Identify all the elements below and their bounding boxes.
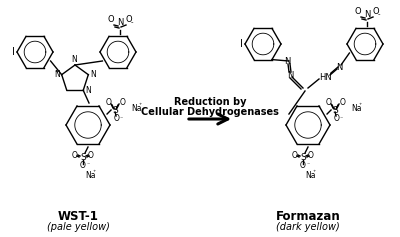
Text: ⁺: ⁺ [359, 102, 362, 108]
Text: Formazan: Formazan [276, 210, 340, 223]
Text: Na: Na [305, 170, 316, 179]
Text: I: I [240, 39, 243, 49]
Text: N: N [85, 86, 91, 95]
Text: (pale yellow): (pale yellow) [46, 222, 110, 232]
Text: N: N [71, 55, 77, 64]
Text: O: O [120, 97, 126, 106]
Text: HN: HN [319, 73, 331, 82]
Text: ⁺: ⁺ [139, 102, 142, 108]
Text: O: O [326, 97, 332, 106]
Text: WST-1: WST-1 [58, 210, 98, 223]
Text: N: N [284, 56, 290, 65]
Text: O: O [88, 150, 94, 160]
Text: ⁻: ⁻ [120, 118, 123, 123]
Text: -: - [131, 19, 133, 25]
Text: Na: Na [85, 170, 96, 179]
Text: Na: Na [131, 104, 142, 113]
Text: ⁻: ⁻ [340, 118, 343, 123]
Text: (dark yellow): (dark yellow) [276, 222, 340, 232]
Text: S: S [112, 105, 118, 114]
Text: N: N [287, 70, 293, 79]
Text: I: I [12, 47, 15, 57]
Text: N: N [54, 70, 60, 79]
Text: O: O [126, 15, 132, 24]
Text: O: O [340, 97, 346, 106]
Text: N: N [336, 63, 342, 72]
Text: ⁻: ⁻ [87, 164, 90, 169]
Text: +: + [54, 69, 59, 74]
Text: O: O [300, 161, 306, 170]
Text: O: O [72, 150, 78, 160]
Text: O: O [334, 114, 340, 123]
Text: -: - [378, 11, 380, 17]
Text: Na: Na [351, 104, 362, 113]
Text: O: O [308, 150, 314, 160]
Text: O: O [106, 97, 112, 106]
Text: ⁻: ⁻ [307, 164, 310, 169]
Text: Reduction by: Reduction by [174, 97, 246, 107]
Text: O: O [80, 161, 86, 170]
Text: O: O [355, 7, 361, 16]
Text: S: S [300, 152, 306, 161]
Text: S: S [332, 105, 338, 114]
Text: N: N [364, 10, 370, 19]
Text: ⁺: ⁺ [313, 169, 316, 174]
Text: S: S [80, 152, 86, 161]
Text: N: N [90, 70, 96, 79]
Text: O: O [108, 15, 114, 24]
Text: O: O [114, 114, 120, 123]
Text: ⁺: ⁺ [93, 169, 96, 174]
Text: Cellular Dehydrogenases: Cellular Dehydrogenases [141, 107, 279, 117]
Text: O: O [292, 150, 298, 160]
Text: O: O [373, 7, 379, 16]
Text: N: N [117, 18, 123, 27]
